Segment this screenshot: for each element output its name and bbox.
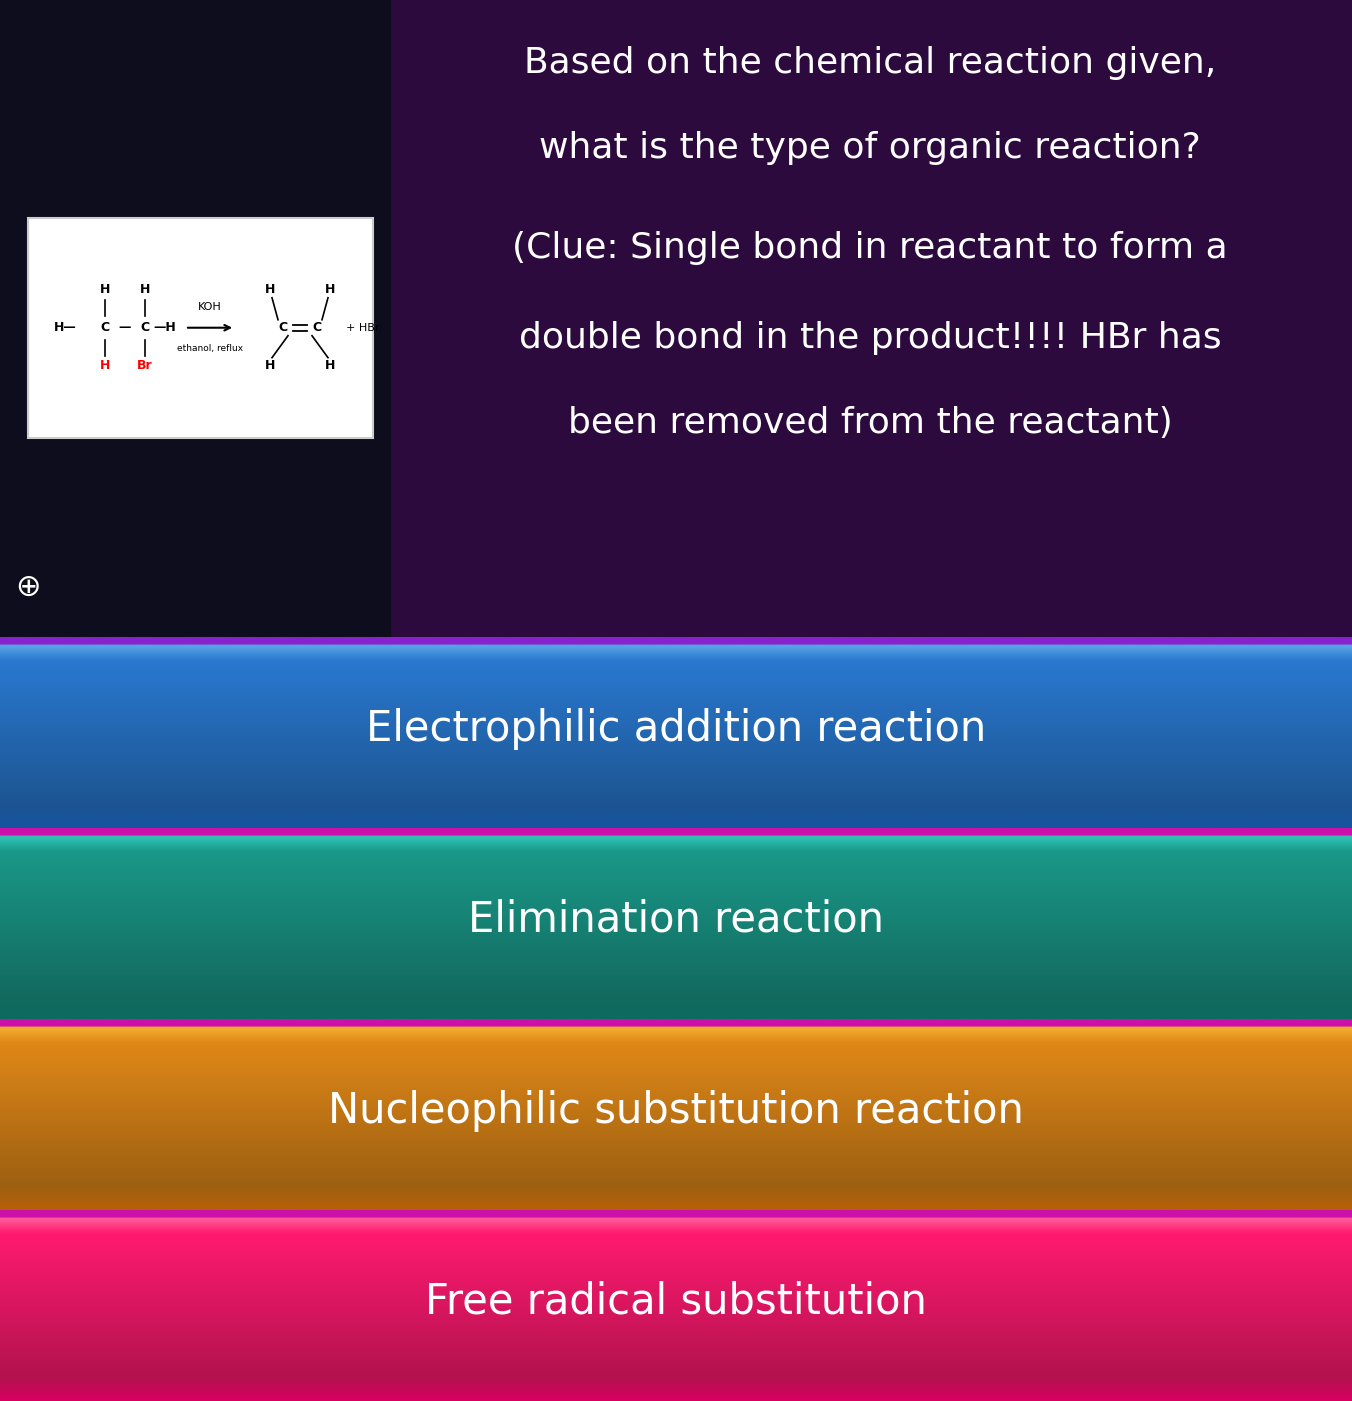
Text: —H: —H bbox=[154, 321, 176, 335]
Text: H: H bbox=[139, 283, 150, 296]
Text: + HBr: + HBr bbox=[346, 322, 380, 332]
Text: —: — bbox=[119, 321, 131, 335]
Text: Nucleophilic substitution reaction: Nucleophilic substitution reaction bbox=[329, 1090, 1023, 1132]
Text: Based on the chemical reaction given,: Based on the chemical reaction given, bbox=[523, 46, 1217, 80]
Text: C: C bbox=[141, 321, 150, 335]
Text: C: C bbox=[279, 321, 288, 335]
Text: been removed from the reactant): been removed from the reactant) bbox=[568, 406, 1172, 440]
Text: H: H bbox=[324, 283, 335, 296]
Text: C: C bbox=[312, 321, 322, 335]
Text: H: H bbox=[265, 359, 276, 373]
Bar bbox=[0, 0, 389, 637]
Text: C: C bbox=[100, 321, 110, 335]
Text: Br: Br bbox=[137, 359, 153, 373]
Text: (Clue: Single bond in reactant to form a: (Clue: Single bond in reactant to form a bbox=[512, 231, 1228, 265]
Text: H—: H— bbox=[54, 321, 76, 335]
Text: Free radical substitution: Free radical substitution bbox=[425, 1281, 927, 1323]
Text: H: H bbox=[100, 283, 110, 296]
Text: ethanol, reflux: ethanol, reflux bbox=[177, 343, 243, 353]
Text: Electrophilic addition reaction: Electrophilic addition reaction bbox=[366, 708, 986, 750]
Text: what is the type of organic reaction?: what is the type of organic reaction? bbox=[539, 130, 1201, 165]
Text: H: H bbox=[100, 359, 110, 373]
Bar bbox=[28, 217, 373, 437]
Text: H: H bbox=[324, 359, 335, 373]
Text: ⊕: ⊕ bbox=[15, 573, 41, 602]
Text: double bond in the product!!!! HBr has: double bond in the product!!!! HBr has bbox=[519, 321, 1221, 354]
Text: H: H bbox=[265, 283, 276, 296]
Text: KOH: KOH bbox=[199, 301, 222, 312]
Text: Elimination reaction: Elimination reaction bbox=[468, 899, 884, 941]
